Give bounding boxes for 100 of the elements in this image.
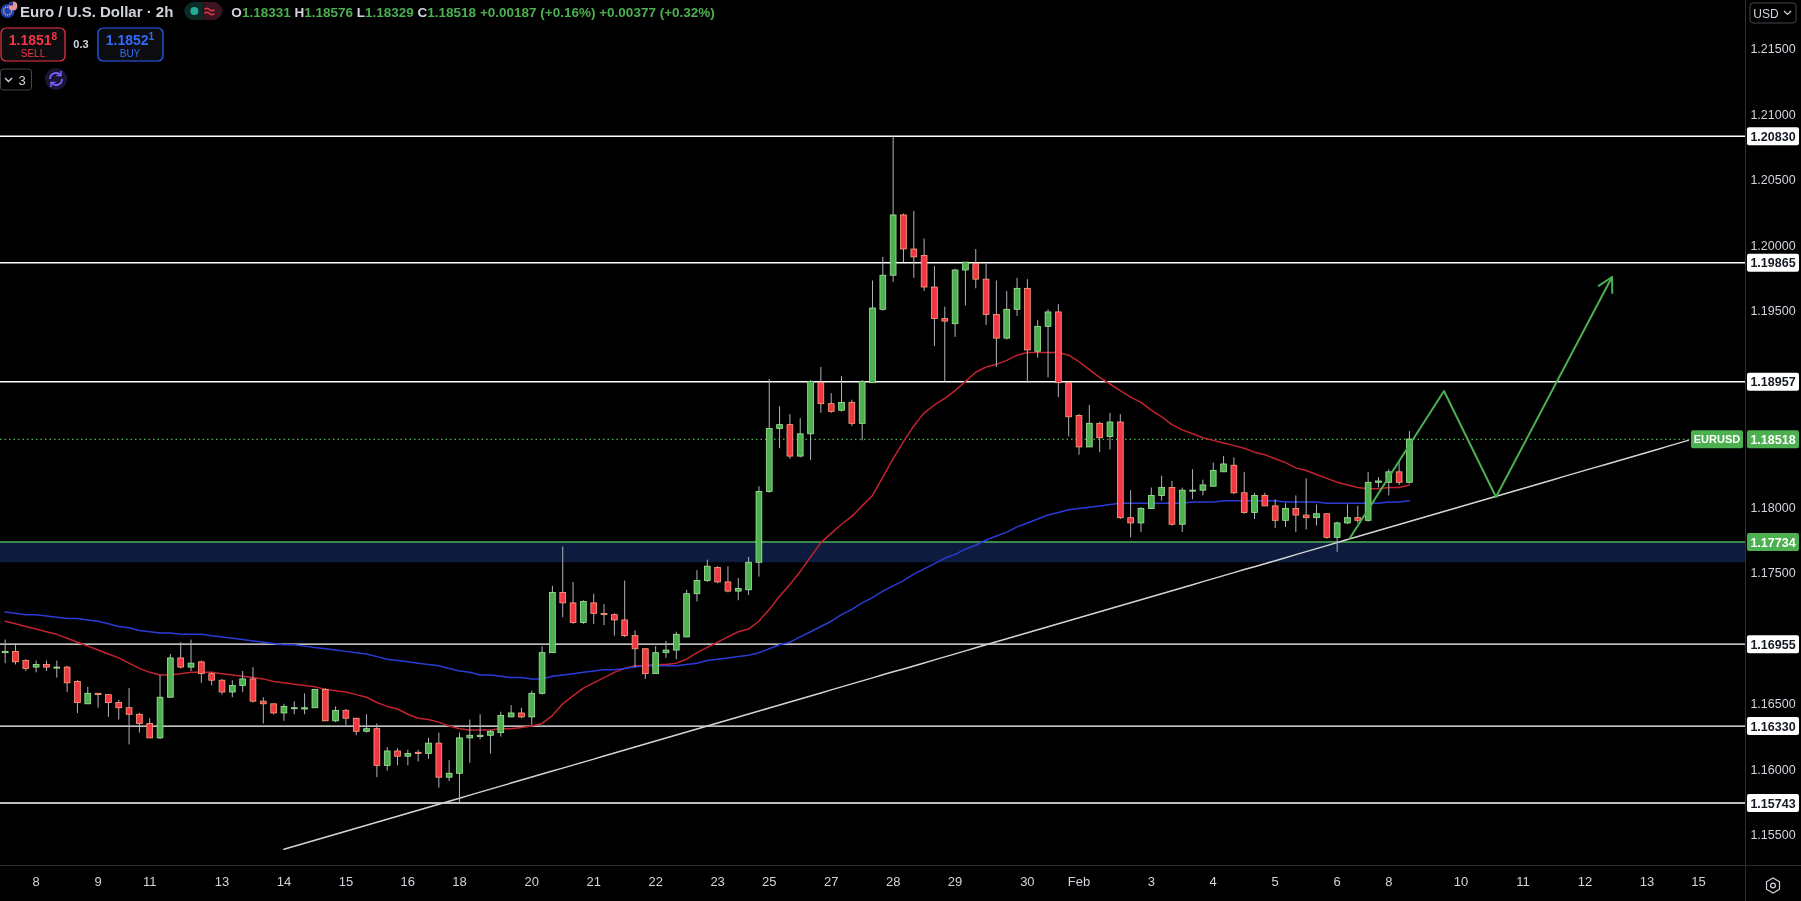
x-tick-label: 28 — [885, 874, 901, 889]
y-tick-label: 1.21500 — [1750, 41, 1796, 56]
candlestick — [776, 405, 783, 449]
candlestick — [704, 559, 711, 583]
candlestick — [1292, 494, 1300, 533]
x-tick-label: 30 — [1020, 874, 1035, 889]
candlestick — [425, 737, 432, 760]
x-tick-label: 9 — [94, 874, 102, 889]
candlestick — [1189, 468, 1196, 500]
candlestick — [724, 565, 732, 593]
x-tick-label: 15 — [1691, 874, 1706, 889]
candlestick — [507, 704, 515, 718]
candlestick — [115, 699, 123, 721]
y-tick-label: 1.16000 — [1750, 762, 1796, 777]
candlestick — [817, 366, 825, 414]
x-tick-label: 13 — [214, 874, 230, 889]
x-tick-label: 22 — [648, 874, 663, 889]
candlestick — [249, 666, 257, 703]
candlestick — [239, 670, 246, 693]
annotation: 3 — [18, 73, 26, 88]
y-tick-label: 1.16500 — [1750, 697, 1796, 712]
x-tick-label: 10 — [1453, 874, 1469, 889]
x-tick-label: 21 — [586, 874, 601, 889]
x-tick-label: 18 — [452, 874, 467, 889]
candlestick — [32, 660, 40, 673]
annotation: 1.1851$^{8}$ — [8, 30, 58, 48]
candlestick — [280, 703, 288, 722]
annotation: SELL — [20, 48, 46, 59]
x-tick-label: 8 — [32, 874, 40, 889]
candlestick — [972, 248, 980, 289]
candlestick — [445, 759, 453, 782]
candlestick — [1395, 460, 1403, 486]
candlestick — [466, 719, 474, 764]
x-tick-label: 3 — [1147, 874, 1155, 889]
candlestick — [580, 599, 587, 625]
x-tick-label: 6 — [1333, 874, 1341, 889]
x-tick-label: 27 — [823, 874, 839, 889]
annotation: BUY — [119, 48, 141, 59]
y-tick-label: 1.18000 — [1750, 500, 1796, 515]
candlestick — [838, 375, 845, 413]
candlestick — [12, 643, 19, 665]
candlestick — [476, 713, 484, 740]
candlestick — [569, 581, 577, 625]
candlestick — [497, 711, 505, 738]
candlestick — [146, 717, 154, 739]
candlestick — [1302, 477, 1310, 530]
x-tick-label: 20 — [524, 874, 539, 889]
x-tick-label: 15 — [338, 874, 354, 889]
text: O1.18331 H1.18576 L1.18329 C1.18518 +0.00187 (+0.16%) +0.00377 (+0.32%) — [231, 5, 715, 20]
candlestick — [363, 713, 370, 734]
chart-title: Euro / U.S. Dollar · 2h — [20, 3, 174, 20]
candlestick — [848, 399, 856, 427]
candlestick — [1013, 277, 1021, 317]
candlestick — [1, 639, 9, 664]
x-tick-label: 23 — [710, 874, 725, 889]
candlestick — [74, 679, 81, 714]
y-tick-label: 1.17500 — [1750, 566, 1796, 581]
candlestick — [631, 629, 639, 668]
candlestick — [301, 692, 308, 715]
annotation: 0.3 — [73, 38, 89, 50]
candlestick — [125, 687, 133, 745]
candlestick — [600, 603, 608, 626]
candlestick — [1199, 479, 1207, 496]
candlestick — [94, 692, 102, 709]
candlestick — [1323, 513, 1331, 540]
x-tick-label: 14 — [276, 874, 292, 889]
candlestick — [1148, 487, 1155, 510]
candlestick — [734, 577, 742, 601]
candlestick — [559, 546, 567, 618]
candlestick — [1158, 475, 1165, 502]
candlestick — [590, 593, 597, 625]
candlestick — [528, 690, 536, 726]
candlestick — [1251, 492, 1258, 520]
y-tick-label: 1.15500 — [1750, 828, 1796, 843]
candlestick — [1127, 489, 1134, 538]
candlestick — [311, 688, 319, 709]
candlestick — [693, 569, 701, 603]
candlestick — [63, 665, 71, 693]
x-tick-label: 13 — [1639, 874, 1655, 889]
line-series — [283, 439, 1689, 851]
candlestick — [383, 746, 391, 772]
candlestick — [404, 749, 412, 766]
candlestick — [1313, 504, 1320, 527]
y-tick-label: 1.20000 — [1750, 238, 1796, 253]
x-tick-label: Feb — [1067, 874, 1091, 889]
candlestick — [1209, 462, 1217, 487]
x-tick-label: 16 — [400, 874, 416, 889]
candlestick — [136, 712, 143, 734]
x-tick-label: 29 — [947, 874, 963, 889]
candlestick — [796, 417, 804, 458]
candlestick — [105, 694, 112, 718]
candlestick — [662, 640, 670, 659]
candlestick — [177, 641, 184, 669]
y-tick-label: 1.21000 — [1750, 107, 1796, 122]
y-axis-title: USD — [1753, 6, 1779, 21]
candlestick — [621, 580, 628, 638]
x-tick-label: 4 — [1209, 874, 1217, 889]
candlestick — [187, 639, 195, 672]
x-tick-label: 11 — [142, 874, 157, 889]
candlestick — [910, 210, 918, 279]
